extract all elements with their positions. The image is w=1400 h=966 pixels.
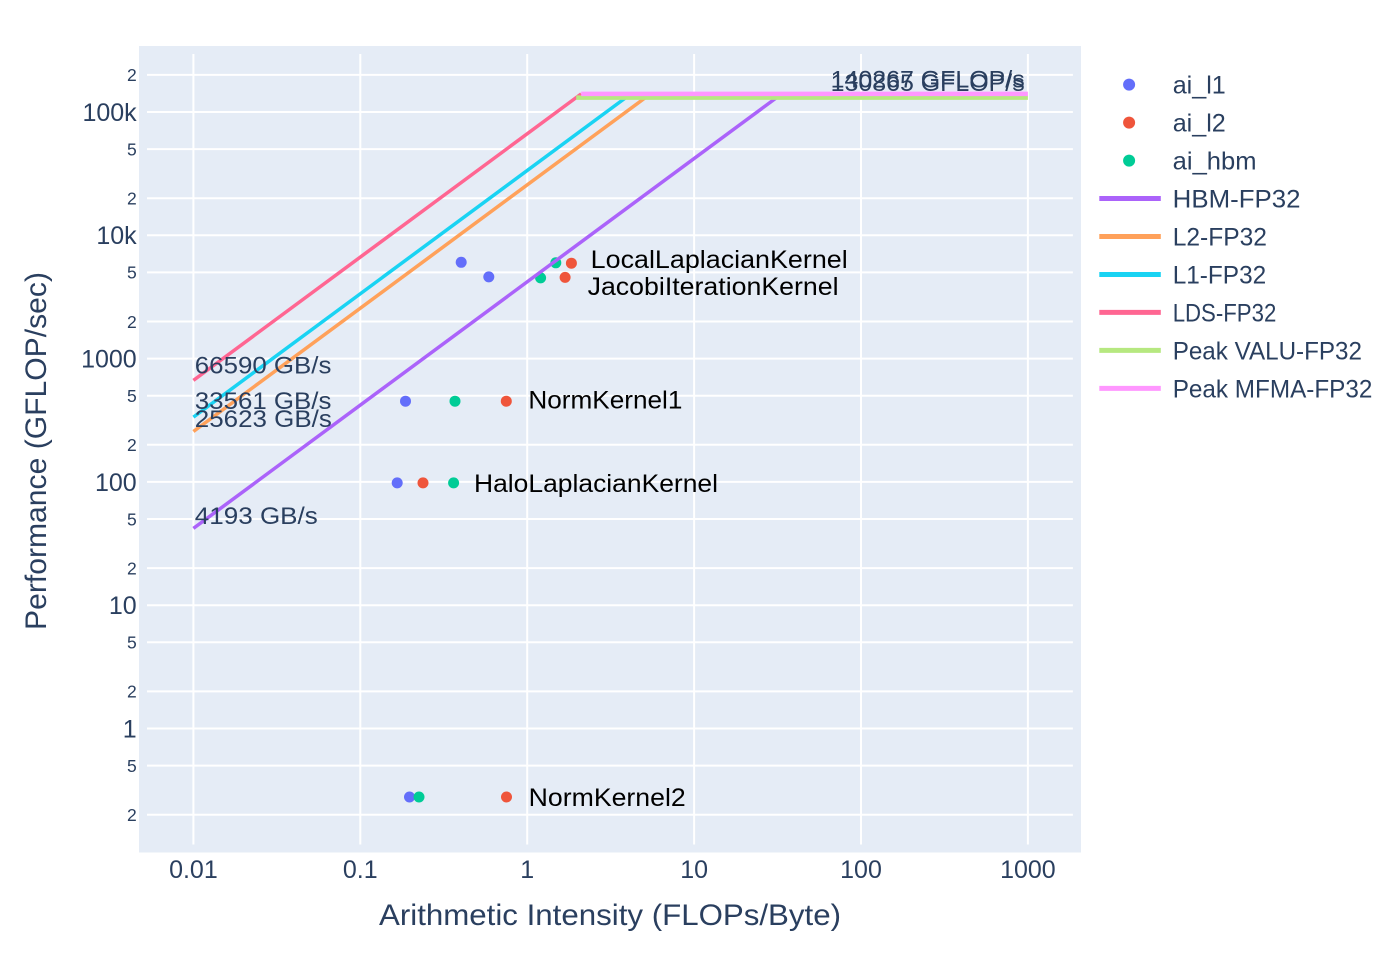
svg-text:1000: 1000 [81,346,137,374]
svg-text:Peak MFMA-FP32: Peak MFMA-FP32 [1173,375,1373,403]
svg-text:1000: 1000 [1000,856,1056,884]
svg-text:2: 2 [127,805,137,825]
svg-text:L1-FP32: L1-FP32 [1173,262,1267,290]
svg-text:5: 5 [127,756,137,776]
svg-text:5: 5 [127,509,137,529]
svg-text:100: 100 [95,469,137,497]
svg-text:5: 5 [127,633,137,653]
svg-text:JacobiIterationKernel: JacobiIterationKernel [588,273,839,301]
svg-text:ai_l2: ai_l2 [1173,110,1226,138]
svg-text:4193 GB/s: 4193 GB/s [195,503,318,530]
svg-text:Performance (GFLOP/sec): Performance (GFLOP/sec) [20,272,53,630]
svg-text:L2-FP32: L2-FP32 [1173,224,1267,252]
svg-text:130865 GFLOP/s: 130865 GFLOP/s [831,70,1025,97]
svg-text:2: 2 [127,682,137,702]
svg-text:1: 1 [123,715,137,743]
svg-text:66590 GB/s: 66590 GB/s [195,353,332,380]
svg-text:2: 2 [127,65,137,85]
svg-text:1: 1 [520,856,534,884]
svg-text:ai_hbm: ai_hbm [1173,148,1257,176]
svg-text:0.01: 0.01 [169,856,218,884]
svg-text:ai_l1: ai_l1 [1173,72,1226,100]
svg-text:25623 GB/s: 25623 GB/s [195,406,332,433]
svg-text:Arithmetic Intensity (FLOPs/By: Arithmetic Intensity (FLOPs/Byte) [379,899,841,932]
svg-text:140267 GFLOP/s: 140267 GFLOP/s [831,67,1025,94]
svg-text:2: 2 [127,558,137,578]
svg-text:0.1: 0.1 [343,856,378,884]
svg-text:2: 2 [127,189,137,209]
svg-text:LocalLaplacianKernel: LocalLaplacianKernel [591,246,848,274]
svg-text:5: 5 [127,386,137,406]
svg-text:5: 5 [127,263,137,283]
svg-text:HaloLaplacianKernel: HaloLaplacianKernel [474,470,718,498]
svg-text:100: 100 [840,856,882,884]
svg-text:100k: 100k [82,99,137,127]
svg-text:5: 5 [127,139,137,159]
svg-text:2: 2 [127,435,137,455]
svg-text:Peak VALU-FP32: Peak VALU-FP32 [1173,337,1362,365]
svg-text:LDS-FP32: LDS-FP32 [1173,299,1277,327]
svg-text:10: 10 [680,856,708,884]
svg-text:33561 GB/s: 33561 GB/s [195,388,332,415]
svg-text:NormKernel2: NormKernel2 [529,784,686,812]
svg-text:10k: 10k [96,222,137,250]
svg-text:2: 2 [127,312,137,332]
svg-text:NormKernel1: NormKernel1 [528,387,682,415]
svg-text:HBM-FP32: HBM-FP32 [1173,186,1301,214]
svg-text:10: 10 [109,592,137,620]
